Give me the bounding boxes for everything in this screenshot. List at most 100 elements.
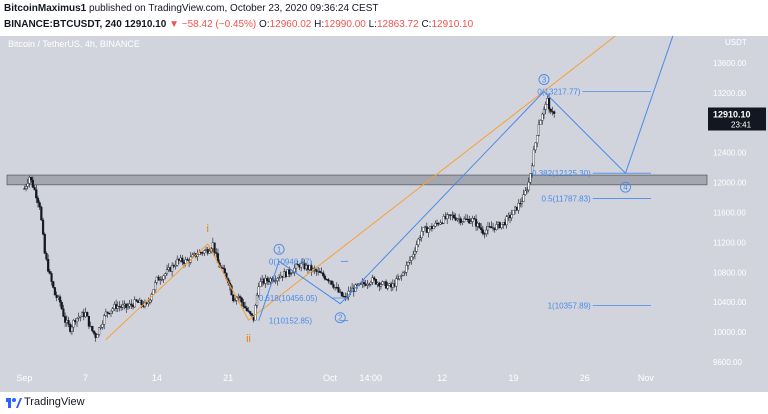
candle-body [91, 325, 94, 332]
candle-body [327, 279, 330, 282]
candle-body [510, 214, 513, 219]
candle-body [62, 308, 65, 317]
candle-body [24, 186, 28, 189]
candle-body [539, 120, 542, 125]
candle-body [75, 317, 79, 323]
candle-body [55, 294, 58, 299]
low-label: L: [368, 19, 377, 30]
open-value: 12960.02 [269, 19, 312, 30]
candle-body [247, 310, 250, 312]
candle-body [43, 233, 46, 254]
time-tick-label: 14:00 [360, 373, 383, 383]
candle-body [485, 229, 488, 234]
wave-label-circle [273, 243, 285, 255]
published-text: published on TradingView.com, October 23… [89, 3, 379, 14]
candle-body [245, 307, 248, 311]
candle-body [238, 296, 242, 299]
candle-body [38, 202, 41, 208]
price-tick-label: 10000.00 [713, 328, 747, 337]
price-chart[interactable]: 0(13217.77) 0.382(12125.30) 0.5(11787.83) 1… [0, 36, 768, 392]
candle-body [522, 194, 525, 202]
wave-label-i: i [207, 223, 209, 235]
candle-body [244, 306, 247, 309]
fib-level-label: 1(10357.89) [548, 301, 591, 310]
candle-body [407, 262, 410, 266]
candle-body [157, 276, 160, 281]
price-tick-label: 13200.00 [713, 89, 747, 98]
candle-body [315, 269, 318, 272]
candle-body [413, 251, 417, 255]
candle-body [240, 297, 243, 303]
candle-body [92, 330, 96, 334]
candle-body [362, 282, 366, 285]
time-tick-label: Oct [323, 373, 338, 383]
candle-body [232, 294, 235, 302]
candle-body [318, 271, 321, 273]
candle-body [203, 250, 206, 254]
time-tick-label: 12 [437, 373, 447, 383]
candle-body [111, 308, 114, 312]
candle-body [405, 265, 408, 273]
candle-body [291, 272, 294, 274]
candle-body [60, 302, 63, 309]
price-tick-label: 12400.00 [713, 149, 747, 158]
time-tick-label: 26 [580, 373, 590, 383]
author-name[interactable]: BitcoinMaximus1 [4, 3, 87, 14]
candle-body [553, 111, 556, 114]
high-label: H: [314, 19, 325, 30]
candle-body [72, 320, 75, 328]
candle-body [478, 223, 481, 228]
candle-body [162, 275, 165, 280]
candle-body [481, 229, 484, 234]
candle-body [400, 275, 403, 277]
candle-body [434, 222, 437, 227]
candle-body [337, 287, 340, 293]
high-value: 12990.00 [324, 19, 366, 30]
candle-body [125, 303, 128, 309]
candle-body [403, 272, 406, 274]
candle-body [86, 312, 89, 317]
candle-body [116, 305, 119, 309]
candle-body [164, 273, 167, 277]
candle-body [374, 279, 377, 285]
candle-body [418, 237, 422, 240]
candle-body [196, 254, 199, 257]
candle-body [527, 182, 530, 191]
down-arrow-icon: ▼ [169, 19, 179, 30]
time-tick-label: 14 [152, 373, 162, 383]
candle-body [420, 231, 423, 238]
candle-body [381, 281, 384, 285]
candle-body [50, 273, 53, 282]
candle-body [104, 311, 107, 316]
candle-body [274, 280, 277, 282]
candle-body [473, 218, 476, 220]
candle-body [67, 320, 70, 325]
candle-body [442, 216, 445, 224]
candle-body [101, 323, 104, 328]
support-zone [6, 174, 708, 186]
candle-body [483, 233, 486, 235]
current-price-badge [708, 107, 766, 131]
candle-body [369, 282, 372, 285]
fib-level-label: 0.5(11787.83) [542, 194, 592, 203]
last-price: 12910.10 [124, 19, 167, 30]
fib-level-label: 1(10152.85) [269, 317, 312, 326]
candle-body [471, 218, 474, 222]
candle-body [469, 221, 473, 224]
candle-body [323, 275, 327, 280]
candle-body [186, 259, 189, 261]
candle-body [154, 282, 157, 290]
fib-level-label: 0(13217.77) [537, 88, 580, 97]
wave-label-circle [620, 181, 631, 193]
candle-body [544, 104, 547, 110]
candle-body [33, 187, 36, 190]
candle-body [215, 252, 218, 254]
candle-body [288, 269, 291, 275]
header: BitcoinMaximus1 published on TradingView… [0, 0, 768, 36]
candle-body [77, 316, 80, 319]
candle-body [532, 149, 535, 167]
ohlc-line: BINANCE:BTCUSDT, 240 12910.10 ▼ −58.42 (… [4, 19, 473, 30]
close-label: C: [421, 19, 432, 30]
time-tick-label: 21 [223, 373, 233, 383]
wave-label-2: 2 [338, 314, 343, 323]
